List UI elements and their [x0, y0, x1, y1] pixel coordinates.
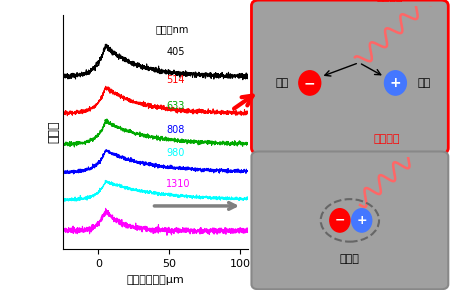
Text: 正孔: 正孔: [418, 78, 431, 88]
Y-axis label: 光電流: 光電流: [47, 121, 60, 143]
Text: 電子: 電子: [276, 78, 289, 88]
Text: 808: 808: [166, 125, 184, 135]
FancyBboxPatch shape: [252, 151, 448, 289]
Text: −: −: [335, 214, 345, 227]
Text: +: +: [356, 214, 367, 227]
FancyBboxPatch shape: [252, 0, 448, 154]
Text: レーザー: レーザー: [377, 0, 403, 2]
Circle shape: [352, 209, 372, 232]
Circle shape: [384, 71, 406, 95]
Text: 波長／nm: 波長／nm: [155, 24, 189, 34]
Text: 405: 405: [166, 47, 185, 57]
Text: +: +: [390, 76, 401, 90]
Text: レーザー: レーザー: [373, 134, 400, 144]
X-axis label: 光照射位置／μm: 光照射位置／μm: [126, 275, 184, 285]
Circle shape: [330, 209, 350, 232]
Text: 514: 514: [166, 75, 185, 85]
Text: −: −: [304, 76, 315, 90]
Text: 633: 633: [166, 101, 184, 111]
Text: 980: 980: [166, 148, 184, 158]
Text: 1310: 1310: [166, 179, 191, 188]
Text: 励起子: 励起子: [340, 254, 360, 264]
Circle shape: [299, 71, 321, 95]
